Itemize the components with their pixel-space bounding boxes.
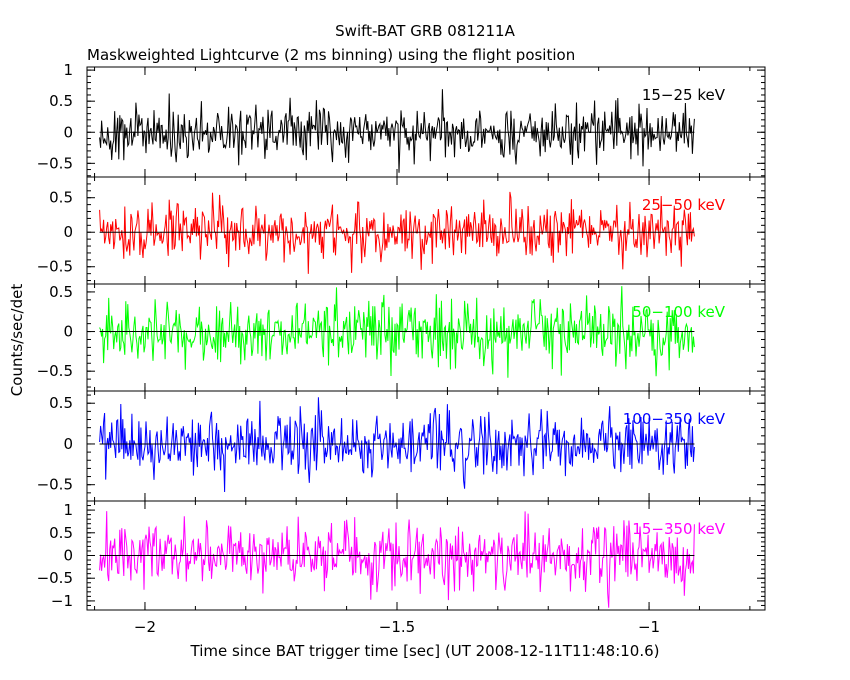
panel-frame <box>86 283 766 392</box>
series-line <box>99 511 695 608</box>
panel: −1 −0.5 0 0.5 1 15−350 keV <box>37 500 766 611</box>
y-tick-label: −0.5 <box>37 154 73 172</box>
panel: −0.5 0 0.5 25−50 keV <box>37 176 766 285</box>
panel: −0.5 0 0.5 100−350 keV <box>37 390 766 502</box>
y-tick-label: −0.5 <box>37 569 73 587</box>
y-tick-label: 0.5 <box>49 189 73 207</box>
chart-subtitle: Maskweighted Lightcurve (2 ms binning) u… <box>87 46 575 64</box>
y-tick-label: 1 <box>63 61 73 79</box>
y-tick-label: 0.5 <box>49 92 73 110</box>
series-line <box>99 397 695 493</box>
y-tick-label: 0.5 <box>49 394 73 412</box>
y-tick-label: 0 <box>63 123 73 141</box>
y-tick-label: 0 <box>63 435 73 453</box>
series-label: 50−100 keV <box>632 303 725 321</box>
x-axis-label: Time since BAT trigger time [sec] (UT 20… <box>190 642 660 660</box>
x-tick-label: −1.5 <box>379 618 415 636</box>
panel-frame <box>86 66 766 178</box>
panel-frame <box>86 390 766 502</box>
series-label: 15−25 keV <box>642 86 726 104</box>
panel: −0.5 0 0.5 50−100 keV <box>37 283 766 392</box>
y-tick-label: 0 <box>63 323 73 341</box>
y-tick-label: −0.5 <box>37 258 73 276</box>
series-line <box>99 286 695 378</box>
series-label: 15−350 keV <box>632 520 725 538</box>
series-line <box>99 191 695 274</box>
y-tick-label: 1 <box>63 501 73 519</box>
y-tick-label: −0.5 <box>37 362 73 380</box>
series-line <box>99 89 695 173</box>
y-tick-label: −0.5 <box>37 476 73 494</box>
y-tick-label: 0.5 <box>49 524 73 542</box>
panels: −0.5 0 0.5 1 15−25 keV −0.5 0 0.5 25−50 keV −0.5 0… <box>37 61 766 636</box>
x-tick-label: −1 <box>638 618 660 636</box>
series-label: 100−350 keV <box>623 410 726 428</box>
y-tick-label: 0 <box>63 547 73 565</box>
series-label: 25−50 keV <box>642 196 726 214</box>
y-tick-label: −1 <box>51 592 73 610</box>
y-tick-label: 0 <box>63 223 73 241</box>
x-tick-label: −2 <box>134 618 156 636</box>
panel: −0.5 0 0.5 1 15−25 keV <box>37 61 766 178</box>
y-tick-label: 0.5 <box>49 283 73 301</box>
y-axis-label: Counts/sec/det <box>8 284 26 397</box>
chart-title: Swift-BAT GRB 081211A <box>335 22 515 40</box>
